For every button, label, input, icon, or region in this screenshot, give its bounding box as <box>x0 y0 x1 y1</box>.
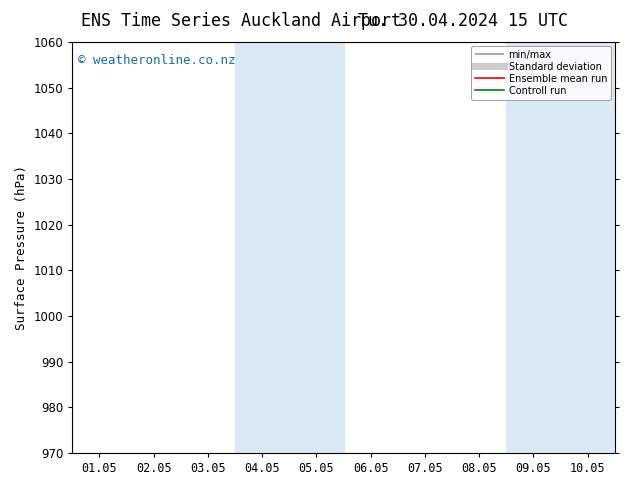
Text: © weatheronline.co.nz: © weatheronline.co.nz <box>78 54 235 68</box>
Text: ENS Time Series Auckland Airport: ENS Time Series Auckland Airport <box>81 12 401 30</box>
Text: Tu. 30.04.2024 15 UTC: Tu. 30.04.2024 15 UTC <box>358 12 568 30</box>
Y-axis label: Surface Pressure (hPa): Surface Pressure (hPa) <box>15 165 28 330</box>
Bar <box>507 42 615 453</box>
Legend: min/max, Standard deviation, Ensemble mean run, Controll run: min/max, Standard deviation, Ensemble me… <box>470 46 611 99</box>
Bar <box>235 42 344 453</box>
